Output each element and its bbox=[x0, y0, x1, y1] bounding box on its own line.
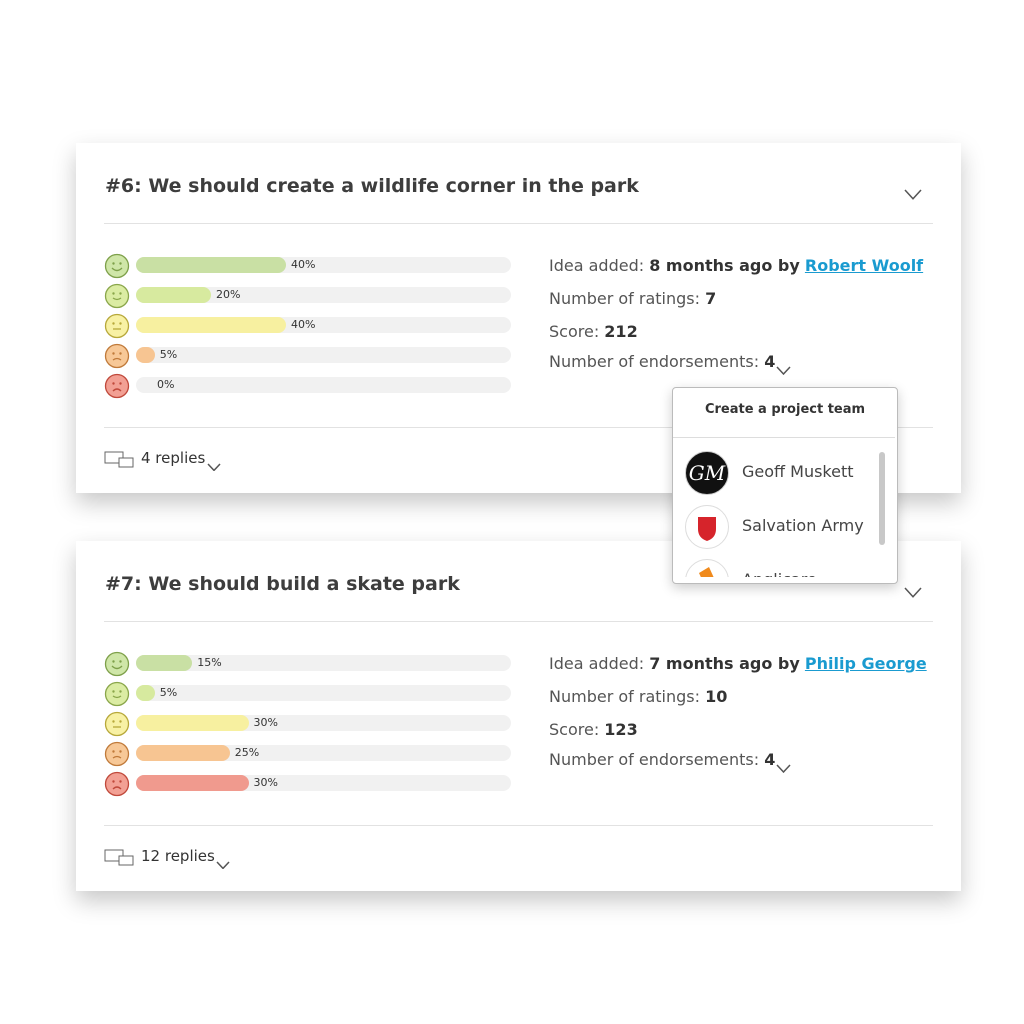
rating-face bbox=[104, 373, 130, 399]
rating-percent: 0% bbox=[157, 378, 175, 391]
scrollbar[interactable] bbox=[879, 452, 885, 545]
rating-percent: 20% bbox=[216, 288, 241, 301]
reply-icon bbox=[104, 849, 136, 871]
reply-icon bbox=[104, 451, 136, 473]
bar-track bbox=[136, 745, 511, 761]
endorsement-dropdown: Create a project team GM Geoff Muskett Sal… bbox=[672, 387, 898, 584]
bar-track bbox=[136, 655, 511, 671]
bar-track bbox=[136, 287, 511, 303]
author-link[interactable]: Philip George bbox=[804, 654, 927, 673]
rating-bar bbox=[136, 257, 286, 273]
member-name[interactable]: Geoff Muskett bbox=[742, 462, 854, 481]
score: Score: 212 bbox=[549, 322, 638, 341]
endorsements-label: Number of endorsements: bbox=[549, 352, 760, 371]
rating-percent: 30% bbox=[253, 716, 278, 729]
rating-bar bbox=[136, 685, 155, 701]
rating-bar bbox=[136, 775, 249, 791]
dropdown-list: GM Geoff Muskett Salvation Army Anglicare bbox=[673, 437, 895, 577]
rating-face bbox=[104, 741, 130, 767]
svg-text:GM: GM bbox=[689, 461, 726, 485]
rating-percent: 30% bbox=[253, 776, 278, 789]
rating-bar bbox=[136, 317, 286, 333]
rating-bar bbox=[136, 715, 249, 731]
ratings-count: Number of ratings: 10 bbox=[549, 687, 727, 706]
chevron[interactable] bbox=[207, 456, 221, 475]
idea-card: #6: We should create a wildlife corner i… bbox=[76, 143, 961, 493]
rating-face bbox=[104, 711, 130, 737]
chevron[interactable] bbox=[904, 583, 922, 602]
rating-percent: 5% bbox=[159, 348, 178, 361]
added-label: Idea added: bbox=[549, 256, 645, 275]
divider bbox=[104, 825, 933, 826]
ratings-count: Number of ratings: 7 bbox=[549, 289, 716, 308]
endorsements-label: Number of endorsements: bbox=[549, 750, 760, 769]
rating-face bbox=[104, 681, 130, 707]
ratings-label: Number of ratings: bbox=[549, 687, 700, 706]
chevron[interactable] bbox=[776, 360, 791, 379]
rating-bar bbox=[136, 287, 211, 303]
endorsements-value: 4 bbox=[764, 750, 776, 769]
added-value: 8 months ago by bbox=[649, 256, 800, 275]
member-name[interactable]: Anglicare bbox=[742, 570, 817, 577]
score-label: Score: bbox=[549, 720, 600, 739]
replies-count: 4 replies bbox=[141, 449, 206, 467]
endorsements-value: 4 bbox=[764, 352, 776, 371]
bar-track bbox=[136, 347, 511, 363]
member-avatar bbox=[685, 505, 729, 553]
rating-face bbox=[104, 313, 130, 339]
ratings-label: Number of ratings: bbox=[549, 289, 700, 308]
author-link[interactable]: Robert Woolf bbox=[804, 256, 924, 275]
bar-track bbox=[136, 685, 511, 701]
chevron[interactable] bbox=[904, 185, 922, 204]
member-avatar: GM bbox=[685, 451, 729, 499]
rating-bar bbox=[136, 655, 193, 671]
replies-toggle[interactable]: 12 replies bbox=[141, 847, 215, 865]
ratings-value: 7 bbox=[705, 289, 717, 308]
rating-percent: 40% bbox=[291, 258, 316, 271]
score: Score: 123 bbox=[549, 720, 638, 739]
dropdown-title: Create a project team bbox=[704, 402, 866, 417]
added-value: 7 months ago by bbox=[649, 654, 800, 673]
idea-title: #7: We should build a skate park bbox=[105, 573, 460, 595]
divider bbox=[104, 621, 933, 622]
divider bbox=[104, 427, 933, 428]
idea-added: Idea added: 8 months ago by Robert Woolf bbox=[549, 256, 923, 275]
rating-bar bbox=[136, 347, 155, 363]
divider bbox=[104, 223, 933, 224]
rating-face bbox=[104, 771, 130, 797]
score-value: 123 bbox=[604, 720, 638, 739]
member-name[interactable]: Salvation Army bbox=[742, 516, 864, 535]
bar-track bbox=[136, 377, 511, 393]
rating-percent: 25% bbox=[234, 746, 260, 759]
rating-percent: 40% bbox=[291, 318, 316, 331]
member-avatar bbox=[685, 559, 729, 577]
added-label: Idea added: bbox=[549, 654, 645, 673]
chevron[interactable] bbox=[216, 854, 230, 873]
score-label: Score: bbox=[549, 322, 600, 341]
score-value: 212 bbox=[604, 322, 638, 341]
replies-count: 12 replies bbox=[141, 847, 215, 865]
chevron[interactable] bbox=[776, 758, 791, 777]
idea-card: #7: We should build a skate park 15% 5% 30%… bbox=[76, 541, 961, 891]
idea-added: Idea added: 7 months ago by Philip Georg… bbox=[549, 654, 927, 673]
idea-title: #6: We should create a wildlife corner i… bbox=[105, 175, 639, 197]
endorsements: Number of endorsements: 4 bbox=[549, 750, 775, 769]
rating-face bbox=[104, 343, 130, 369]
rating-face bbox=[104, 283, 130, 309]
rating-percent: 5% bbox=[159, 686, 178, 699]
rating-bar bbox=[136, 745, 230, 761]
replies-toggle[interactable]: 4 replies bbox=[141, 449, 205, 467]
endorsements: Number of endorsements: 4 bbox=[549, 352, 775, 371]
rating-face bbox=[104, 651, 130, 677]
rating-face bbox=[104, 253, 130, 279]
ratings-value: 10 bbox=[705, 687, 728, 706]
rating-percent: 15% bbox=[197, 656, 222, 669]
